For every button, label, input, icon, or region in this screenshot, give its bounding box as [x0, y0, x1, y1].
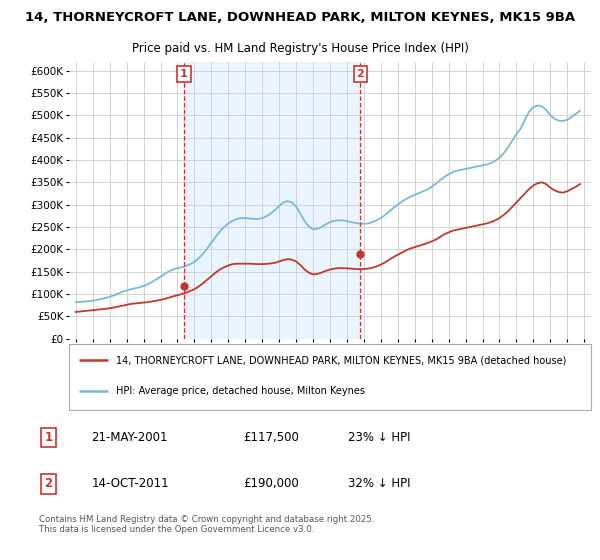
Text: 1: 1 [180, 69, 188, 79]
Text: 2: 2 [44, 477, 53, 490]
Text: £117,500: £117,500 [243, 431, 299, 444]
Text: Contains HM Land Registry data © Crown copyright and database right 2025.
This d: Contains HM Land Registry data © Crown c… [39, 515, 374, 534]
FancyBboxPatch shape [69, 344, 591, 410]
Text: Price paid vs. HM Land Registry's House Price Index (HPI): Price paid vs. HM Land Registry's House … [131, 43, 469, 55]
Text: 1: 1 [44, 431, 53, 444]
Text: 14, THORNEYCROFT LANE, DOWNHEAD PARK, MILTON KEYNES, MK15 9BA (detached house): 14, THORNEYCROFT LANE, DOWNHEAD PARK, MI… [116, 356, 566, 365]
Text: 32% ↓ HPI: 32% ↓ HPI [348, 477, 410, 490]
Text: 14-OCT-2011: 14-OCT-2011 [91, 477, 169, 490]
Bar [184, 62, 361, 339]
Text: £190,000: £190,000 [243, 477, 299, 490]
Text: 2: 2 [356, 69, 364, 79]
Text: 23% ↓ HPI: 23% ↓ HPI [348, 431, 410, 444]
Text: 21-MAY-2001: 21-MAY-2001 [91, 431, 168, 444]
Text: HPI: Average price, detached house, Milton Keynes: HPI: Average price, detached house, Milt… [116, 386, 365, 396]
Text: 14, THORNEYCROFT LANE, DOWNHEAD PARK, MILTON KEYNES, MK15 9BA: 14, THORNEYCROFT LANE, DOWNHEAD PARK, MI… [25, 11, 575, 24]
